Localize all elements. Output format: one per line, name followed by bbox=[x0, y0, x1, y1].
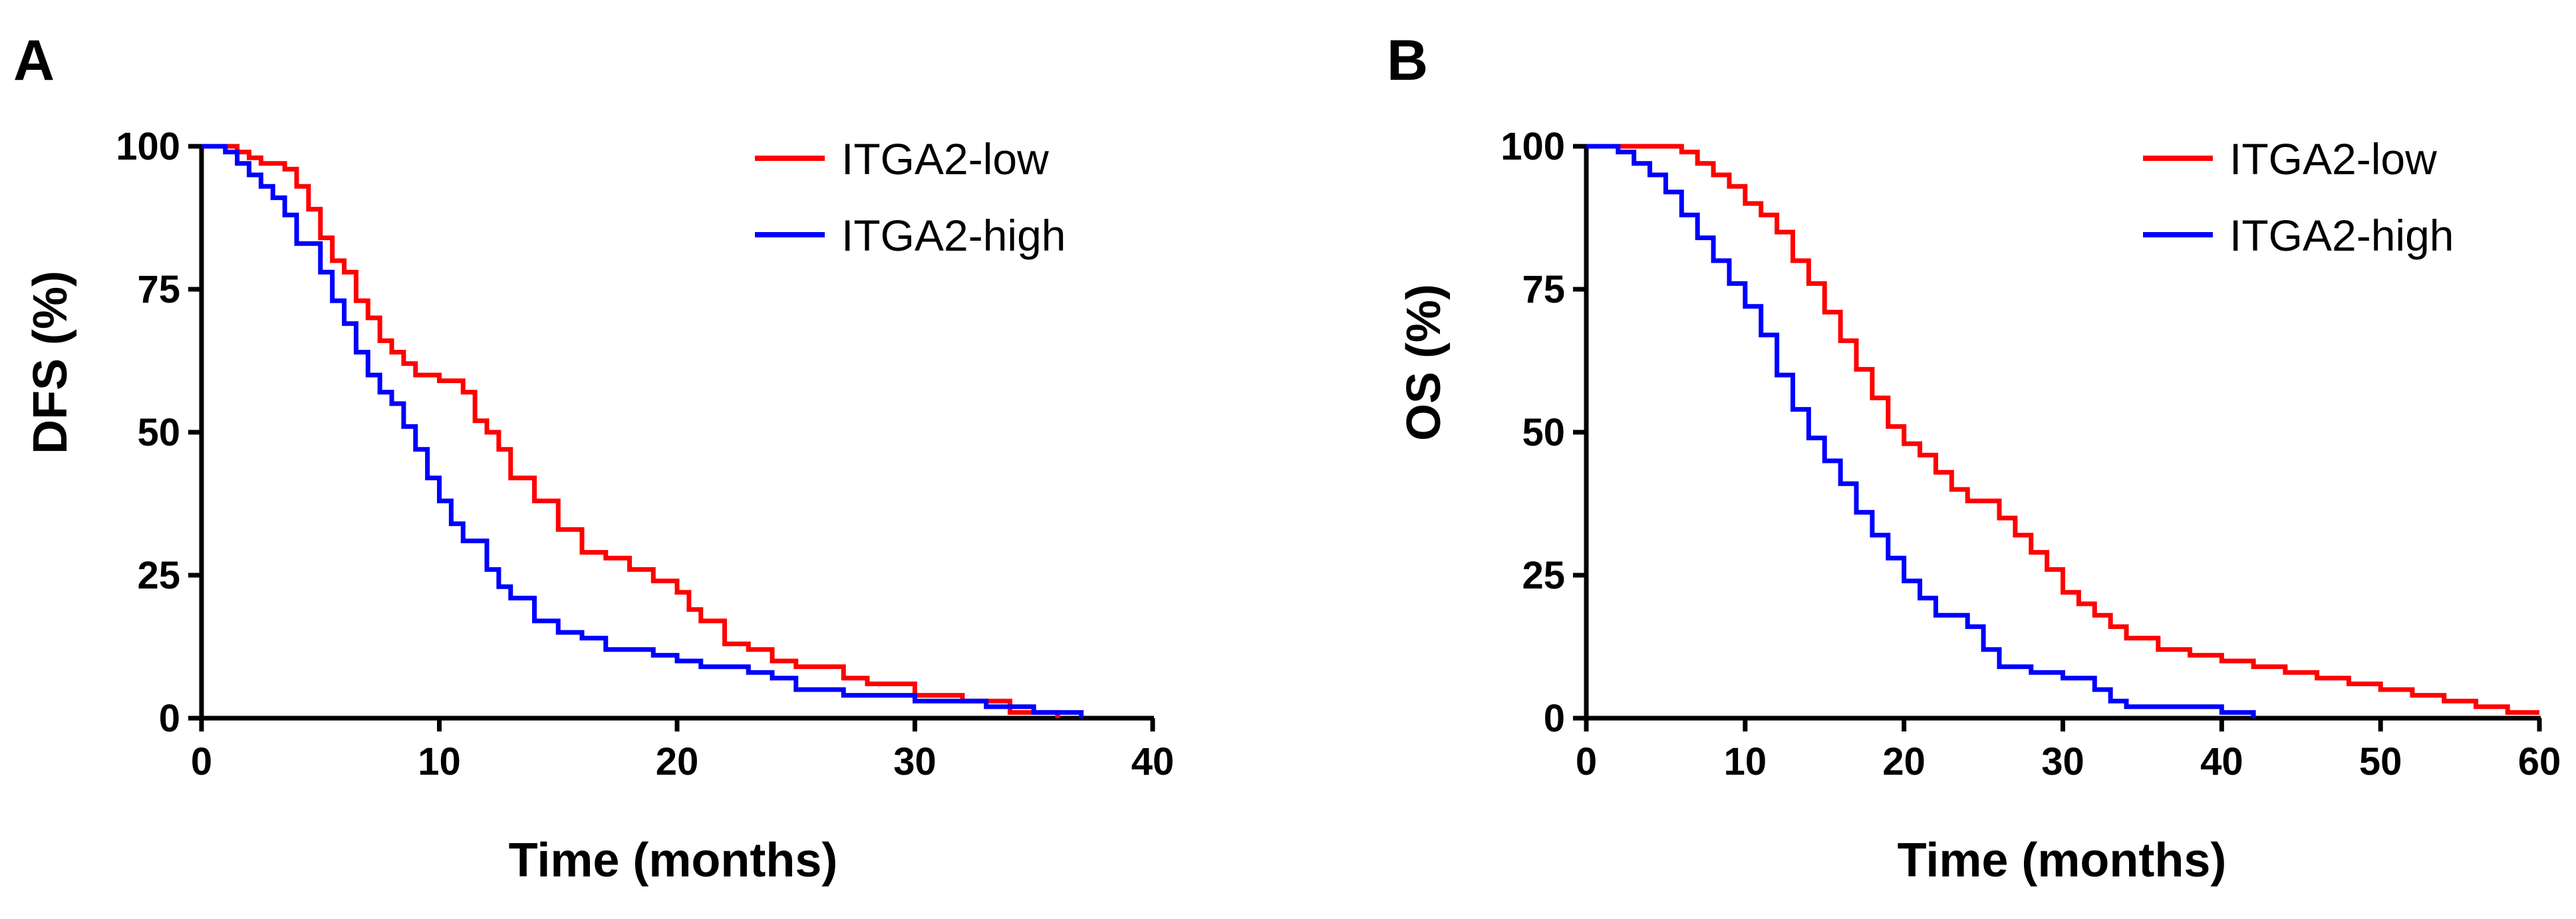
km-plot-dfs: DFS (%) Time (months) 0 10 20 30 40 0 25 50 75 10… bbox=[24, 125, 1174, 887]
x-tick-label: 10 bbox=[1724, 740, 1767, 783]
y-tick-label: 25 bbox=[137, 554, 180, 597]
legend-label: ITGA2-low bbox=[2229, 134, 2437, 184]
series-line-itga2-low bbox=[202, 144, 1060, 718]
x-tick-label: 20 bbox=[656, 740, 699, 783]
y-tick-label: 0 bbox=[159, 697, 180, 740]
series-line-itga2-low bbox=[1586, 144, 2539, 715]
y-tick-label: 50 bbox=[137, 411, 180, 454]
x-axis-title: Time (months) bbox=[509, 834, 838, 887]
series-line-itga2-high bbox=[1586, 144, 2256, 718]
x-tick-label: 10 bbox=[418, 740, 461, 783]
km-plot-os: OS (%) Time (months) 0 10 20 30 40 50 60 0 25 50 7… bbox=[1397, 125, 2561, 887]
panel-letter-b: B bbox=[1387, 29, 1428, 92]
axes: 0 10 20 30 40 50 60 0 25 50 75 100 bbox=[1501, 125, 2561, 783]
x-tick-label: 50 bbox=[2359, 740, 2402, 783]
legend: ITGA2-low ITGA2-high bbox=[2143, 134, 2454, 260]
legend: ITGA2-low ITGA2-high bbox=[755, 134, 1066, 260]
y-tick-label: 100 bbox=[1501, 125, 1565, 168]
x-tick-label: 0 bbox=[191, 740, 212, 783]
y-axis-title: DFS (%) bbox=[24, 271, 77, 454]
x-axis-title: Time (months) bbox=[1898, 834, 2227, 887]
y-tick-label: 75 bbox=[137, 268, 180, 311]
x-tick-label: 0 bbox=[1576, 740, 1597, 783]
survival-curves bbox=[202, 144, 1084, 718]
survival-curves bbox=[1586, 144, 2539, 718]
y-axis-title: OS (%) bbox=[1397, 284, 1451, 441]
y-tick-label: 50 bbox=[1522, 411, 1565, 454]
x-tick-label: 40 bbox=[2200, 740, 2243, 783]
y-tick-label: 0 bbox=[1544, 697, 1565, 740]
legend-label: ITGA2-low bbox=[841, 134, 1049, 184]
x-tick-label: 40 bbox=[1131, 740, 1175, 783]
x-tick-label: 60 bbox=[2518, 740, 2561, 783]
legend-label: ITGA2-high bbox=[841, 211, 1066, 260]
axes: 0 10 20 30 40 0 25 50 75 100 bbox=[116, 125, 1174, 783]
series-line-itga2-high bbox=[202, 144, 1084, 718]
y-tick-label: 100 bbox=[116, 125, 180, 168]
legend-label: ITGA2-high bbox=[2229, 211, 2454, 260]
y-tick-label: 25 bbox=[1522, 554, 1565, 597]
panel-letter-a: A bbox=[13, 29, 55, 92]
x-tick-label: 30 bbox=[2041, 740, 2084, 783]
x-tick-label: 30 bbox=[893, 740, 936, 783]
x-tick-label: 20 bbox=[1882, 740, 1926, 783]
y-tick-label: 75 bbox=[1522, 268, 1565, 311]
